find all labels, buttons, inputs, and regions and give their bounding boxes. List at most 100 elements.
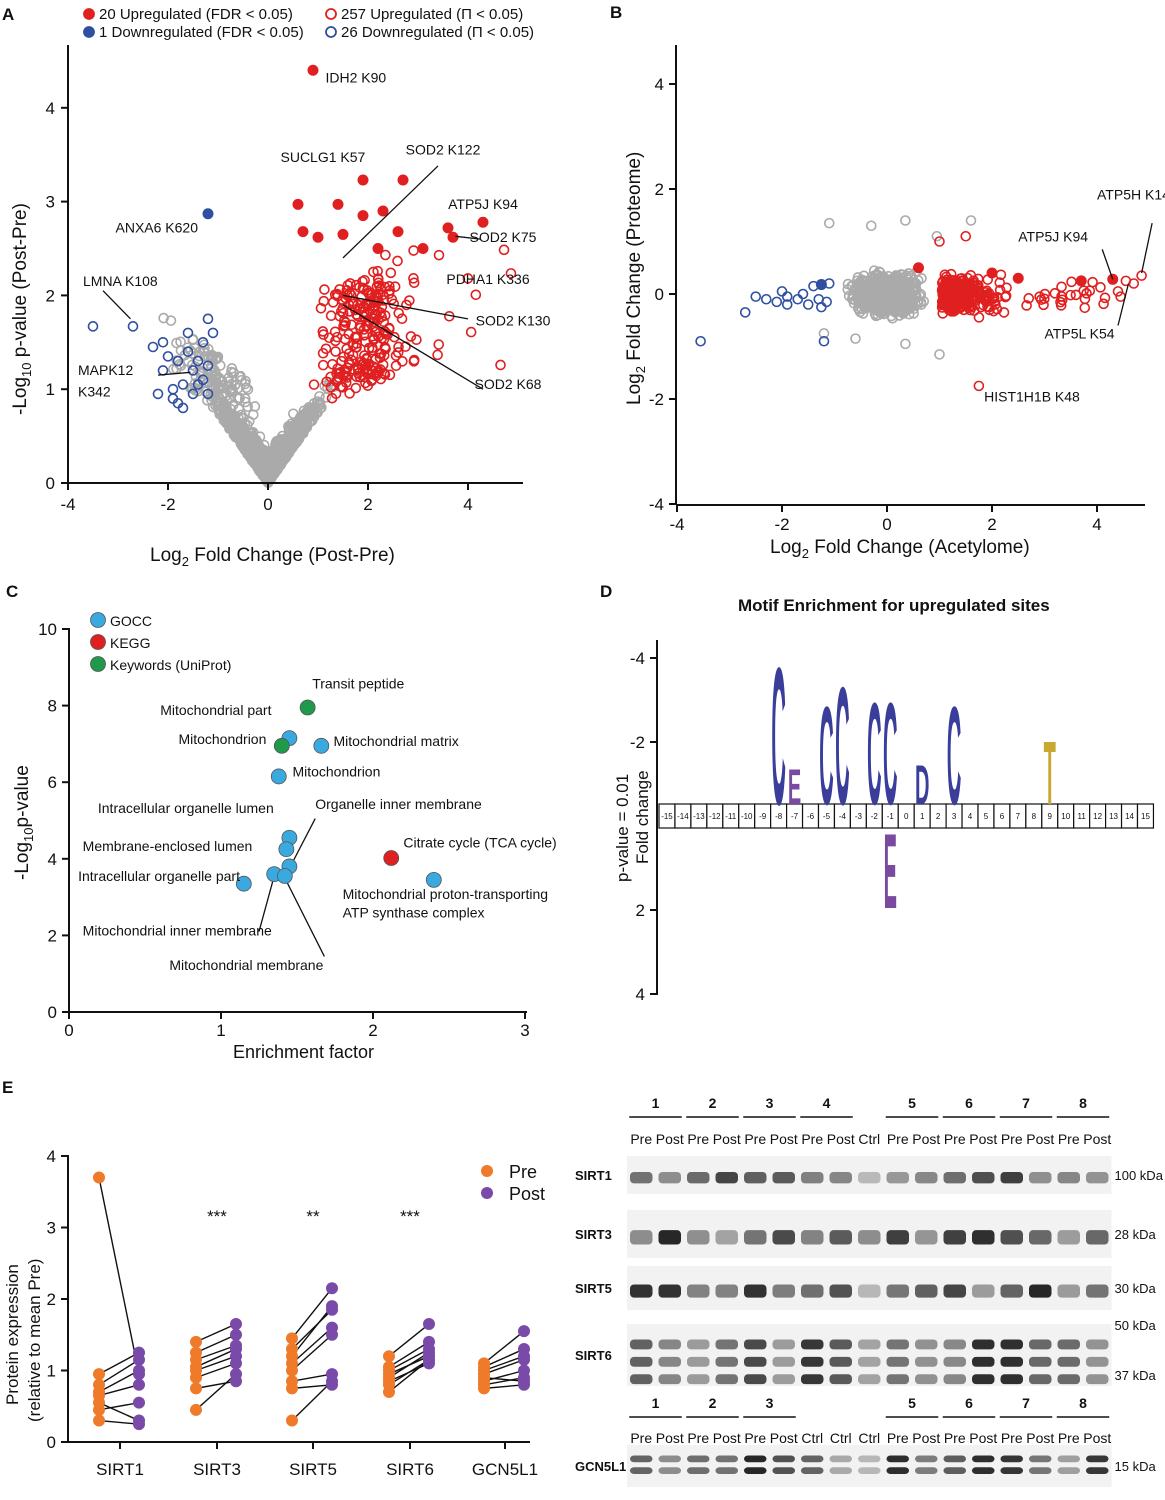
blot-lane-label: Post	[827, 1131, 855, 1147]
blot-band	[829, 1467, 852, 1474]
blot-band	[772, 1230, 795, 1245]
blot-band	[1000, 1455, 1023, 1463]
panel-a-point-up-sig	[417, 243, 429, 254]
blot-band	[829, 1284, 852, 1298]
panel-d-y-title-pvalue: p-value = 0.01	[613, 774, 632, 882]
blot-lane-label: Pre	[1058, 1430, 1080, 1446]
panel-e-point-pre	[286, 1364, 298, 1377]
panel-d-motif-letter: E	[884, 813, 897, 931]
panel-b-point-ns	[860, 292, 872, 303]
panel-b-point-down	[781, 291, 793, 302]
panel-b-point-up	[1049, 288, 1061, 299]
panel-a-point-ns	[240, 382, 252, 394]
panel-a-point-ns	[223, 414, 234, 425]
panel-c-point	[235, 875, 252, 892]
blot-lane-label: Post	[1083, 1131, 1111, 1147]
panel-a-point-up	[385, 267, 397, 279]
blot-group-number: 7	[1022, 1395, 1030, 1411]
blot-lane-label: Post	[1026, 1131, 1054, 1147]
panel-a-point-up	[505, 268, 517, 279]
panel-a-point-up	[384, 280, 395, 292]
panel-e-point-pre	[93, 1368, 105, 1381]
blot-band	[1029, 1284, 1052, 1298]
blot-band	[915, 1284, 938, 1298]
panel-b-point-up	[988, 305, 999, 317]
blot-band	[658, 1284, 681, 1298]
panel-a-point-down	[127, 321, 139, 332]
panel-b-point-up	[940, 300, 951, 312]
blot-lane-label: Pre	[1001, 1131, 1023, 1147]
panel-c-point	[425, 871, 442, 888]
panel-e-point-pre	[478, 1382, 490, 1395]
panel-a-point-down	[87, 321, 99, 332]
panel-a-point-up	[405, 331, 417, 342]
panel-e-point-pre	[286, 1382, 298, 1395]
panel-a-annotations: IDH2 K90 SUCLG1 K57 SOD2 K122 ATP5J K94 SOD2…	[78, 69, 551, 399]
panel-d-axes: -4 -2 2 4	[630, 640, 658, 1004]
panel-e-point-pre	[190, 1403, 202, 1416]
panel-c-annotation: Mitochondrial inner membrane	[83, 922, 272, 938]
panel-b-point-ns	[870, 288, 882, 300]
panel-d-y-tick-label: -2	[630, 733, 645, 752]
blot-band	[886, 1284, 909, 1298]
blot-band	[715, 1171, 738, 1184]
panel-a-point-ns	[308, 407, 319, 419]
panel-a-point-up	[344, 278, 356, 289]
panel-d-position-label: 15	[1141, 812, 1150, 821]
panel-e-pair-line	[291, 1327, 333, 1364]
panel-a-leader-line	[342, 165, 439, 259]
panel-b-point-up	[1087, 276, 1098, 288]
panel-a-point-up	[352, 368, 364, 379]
panel-a-leader-line	[455, 235, 481, 240]
panel-e-x-tick-label: SIRT3	[193, 1460, 241, 1479]
blot-band	[801, 1467, 824, 1474]
panel-a-x-tick-label: 2	[363, 495, 372, 514]
panel-b-point-up	[945, 292, 957, 304]
panel-a-point-up	[401, 299, 412, 311]
panel-d-position-cell	[1136, 803, 1155, 829]
panel-a-point-ns	[212, 351, 224, 363]
panel-d-position-label: -13	[693, 812, 705, 821]
panel-a-point-up	[330, 388, 342, 400]
panel-a-point-up	[408, 245, 419, 256]
blot-band	[829, 1230, 852, 1245]
blot-band	[658, 1467, 681, 1474]
panel-b-point-up	[1065, 289, 1076, 301]
panel-b-point-ns	[851, 279, 863, 291]
panel-a-point-up	[318, 329, 329, 340]
panel-e-axes: 0 1 2 3 4 SIRT1 SIRT3 SIRT5 SIRT6 GCN5L1	[47, 1147, 539, 1479]
panel-a-point-up	[408, 277, 420, 289]
panel-c-legend-marker	[90, 656, 106, 672]
panel-d-motif-letter: C	[867, 674, 881, 837]
panel-b-x-tick-label: -4	[669, 515, 684, 534]
panel-c-y-tick-label: 0	[48, 1003, 57, 1022]
panel-b-leader-line	[1140, 222, 1153, 274]
blot-band	[943, 1467, 966, 1474]
panel-a-point-up	[375, 307, 386, 318]
blot-band	[687, 1284, 710, 1298]
panel-a-point-up-sig	[357, 210, 369, 222]
blot-lane-label: Post	[969, 1131, 997, 1147]
panel-d-title: Motif Enrichment for upregulated sites	[738, 596, 1050, 615]
blot-group-number: 2	[709, 1095, 717, 1111]
panel-b-point-down	[797, 288, 809, 300]
blot-band	[1057, 1171, 1080, 1184]
panel-b-point-down	[781, 299, 793, 310]
panel-a-point-down	[202, 360, 214, 372]
blot-band	[972, 1356, 995, 1367]
panel-c-annotation: Mitochondrial matrix	[333, 733, 458, 749]
panel-a-point-up-sig	[312, 231, 324, 243]
blot-group-number: 7	[1022, 1095, 1030, 1111]
panel-a-point-up	[498, 244, 510, 256]
panel-e-pair-line	[291, 1309, 333, 1350]
panel-b-point-down	[821, 296, 832, 308]
blot-band	[858, 1356, 881, 1367]
panel-a-point-down	[187, 365, 199, 376]
panel-e-pair-line	[483, 1376, 525, 1382]
panel-d-position-label: -3	[855, 812, 863, 821]
panel-c-point	[276, 868, 293, 884]
panel-c-annotation: Mitochondrial proton-transporting	[343, 886, 548, 902]
panel-d-motif-letter: C	[835, 654, 849, 841]
panel-a-point-up-sig	[337, 228, 349, 240]
